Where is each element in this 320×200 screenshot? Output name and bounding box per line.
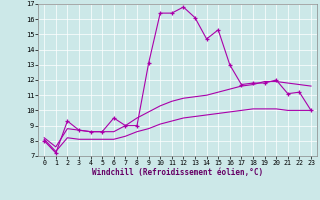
X-axis label: Windchill (Refroidissement éolien,°C): Windchill (Refroidissement éolien,°C) [92,168,263,177]
